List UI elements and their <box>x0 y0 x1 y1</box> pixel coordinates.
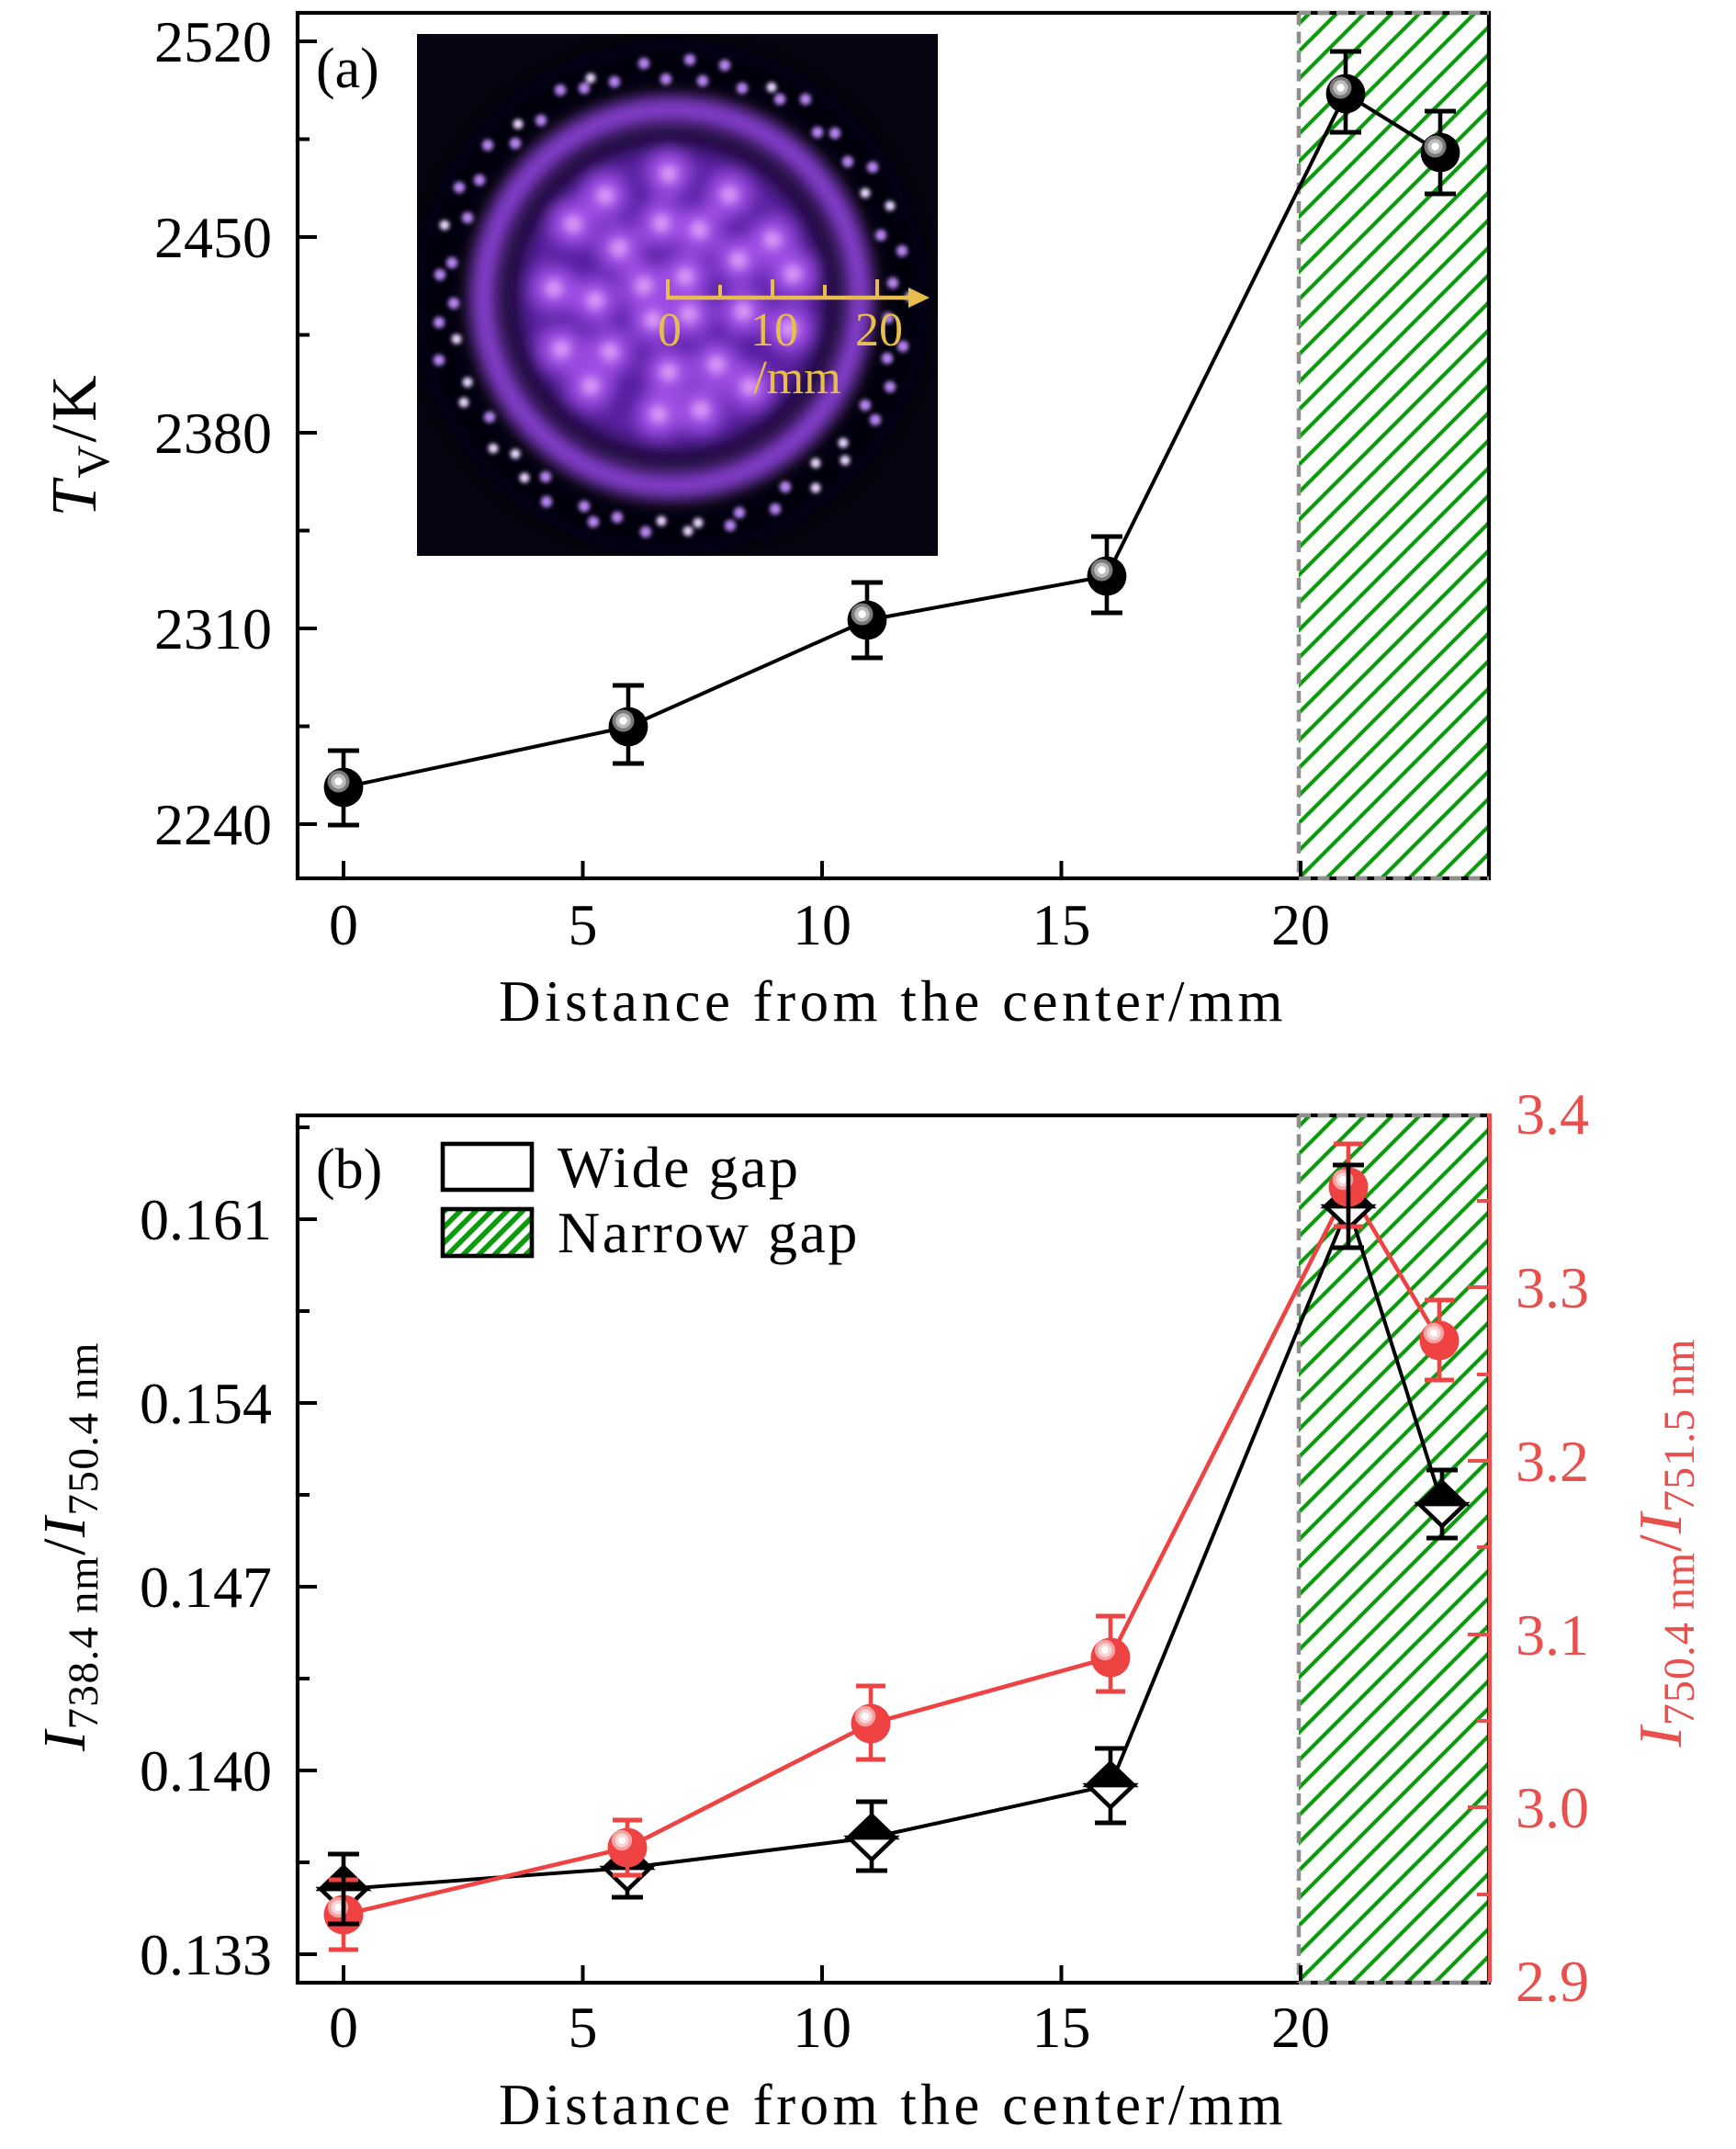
svg-text:/mm: /mm <box>753 352 840 404</box>
svg-text:Distance from the center/mm: Distance from the center/mm <box>499 2073 1287 2137</box>
svg-text:0.133: 0.133 <box>140 1922 272 1987</box>
svg-text:3.0: 3.0 <box>1516 1775 1589 1840</box>
svg-text:2310: 2310 <box>154 596 272 662</box>
svg-text:2240: 2240 <box>154 792 272 857</box>
svg-text:TV/K: TV/K <box>39 372 118 516</box>
svg-text:(b): (b) <box>316 1138 382 1201</box>
svg-text:0.147: 0.147 <box>140 1555 272 1620</box>
svg-text:0: 0 <box>329 892 358 957</box>
svg-text:I738.4 nm/I750.4 nm: I738.4 nm/I750.4 nm <box>31 1341 107 1752</box>
svg-text:20: 20 <box>855 304 903 356</box>
svg-text:3.1: 3.1 <box>1516 1602 1589 1668</box>
svg-text:2380: 2380 <box>154 401 272 466</box>
svg-text:2450: 2450 <box>154 205 272 270</box>
svg-text:2520: 2520 <box>154 9 272 74</box>
svg-text:3.2: 3.2 <box>1516 1429 1589 1494</box>
svg-text:0.161: 0.161 <box>140 1187 272 1252</box>
svg-text:2.9: 2.9 <box>1516 1949 1589 2014</box>
svg-text:3.4: 3.4 <box>1516 1081 1589 1147</box>
svg-text:0.154: 0.154 <box>140 1371 272 1436</box>
svg-text:15: 15 <box>1032 892 1091 957</box>
svg-text:Distance from the center/mm: Distance from the center/mm <box>499 969 1287 1034</box>
svg-text:10: 10 <box>750 304 798 356</box>
svg-text:15: 15 <box>1032 1995 1091 2060</box>
svg-text:0: 0 <box>329 1995 358 2060</box>
svg-text:3.3: 3.3 <box>1516 1255 1589 1320</box>
svg-text:Narrow gap: Narrow gap <box>558 1200 860 1265</box>
svg-text:0: 0 <box>658 304 682 356</box>
svg-text:0.140: 0.140 <box>140 1738 272 1804</box>
svg-text:I750.4 nm/I751.5 nm: I750.4 nm/I751.5 nm <box>1627 1339 1704 1748</box>
svg-text:5: 5 <box>569 892 598 957</box>
svg-text:10: 10 <box>793 892 851 957</box>
svg-text:20: 20 <box>1271 1995 1330 2060</box>
svg-text:20: 20 <box>1271 892 1330 957</box>
svg-text:5: 5 <box>569 1995 598 2060</box>
svg-text:Wide gap: Wide gap <box>558 1135 800 1200</box>
svg-text:(a): (a) <box>316 38 379 100</box>
svg-text:10: 10 <box>793 1995 851 2060</box>
